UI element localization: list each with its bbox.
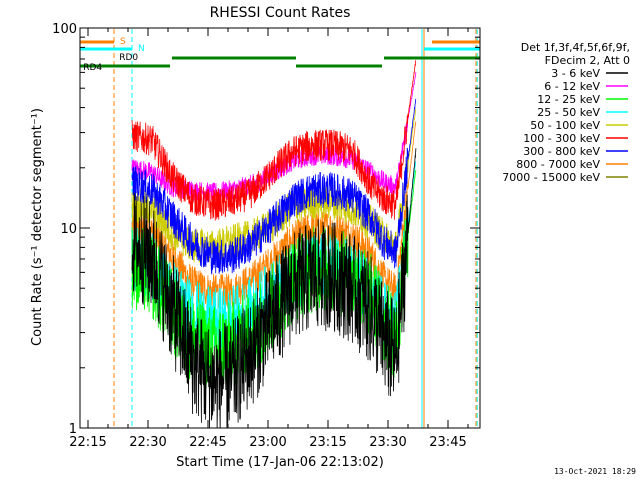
x-tick-label-1: 22:30 (129, 435, 166, 450)
legend: Det 1f,3f,4f,5f,6f,9f,FDecim 2, Att 03 -… (502, 41, 630, 184)
x-tick-label-2: 22:45 (189, 435, 226, 450)
x-tick-label-0: 22:15 (69, 435, 106, 450)
y-axis: 1 10 100 (52, 22, 480, 437)
legend-label-0: 3 - 6 keV (551, 67, 600, 80)
x-tick-label-6: 23:45 (429, 435, 466, 450)
legend-header-0: Det 1f,3f,4f,5f,6f,9f, (521, 41, 630, 54)
y-tick-label-1: 10 (60, 222, 77, 237)
x-tick-label-3: 23:00 (249, 435, 286, 450)
y-axis-label: Count Rate (s⁻¹ detector segment⁻¹) (30, 108, 45, 346)
flag-label-0: S (120, 37, 126, 47)
x-tick-label-4: 23:15 (309, 435, 346, 450)
y-tick-label-2: 100 (52, 22, 77, 37)
series-line-5 (131, 59, 417, 221)
footer-timestamp: 13-Oct-2021 18:29 (554, 467, 636, 476)
legend-label-1: 6 - 12 keV (544, 80, 600, 93)
legend-header-1: FDecim 2, Att 0 (545, 54, 630, 67)
legend-label-3: 25 - 50 keV (537, 106, 600, 119)
flag-label-1: N (138, 44, 145, 54)
flag-label-2: RD0 (119, 53, 138, 63)
legend-label-5: 100 - 300 keV (523, 132, 600, 145)
legend-label-8: 7000 - 15000 keV (502, 171, 600, 184)
y-tick-label-0: 1 (69, 422, 77, 437)
x-tick-label-5: 23:30 (369, 435, 406, 450)
legend-label-4: 50 - 100 keV (530, 119, 600, 132)
data-series (131, 59, 417, 428)
legend-label-7: 800 - 7000 keV (516, 158, 600, 171)
flag-label-3: RD4 (83, 63, 102, 73)
x-axis: 22:15 22:30 22:45 23:00 23:15 23:30 23:45 (69, 28, 469, 450)
legend-label-2: 12 - 25 keV (537, 93, 600, 106)
legend-label-6: 300 - 800 keV (523, 145, 600, 158)
chart-title: RHESSI Count Rates (210, 5, 351, 21)
series-line-0 (131, 148, 417, 428)
series-line-6 (131, 98, 417, 275)
x-axis-label: Start Time (17-Jan-06 22:13:02) (176, 455, 384, 470)
